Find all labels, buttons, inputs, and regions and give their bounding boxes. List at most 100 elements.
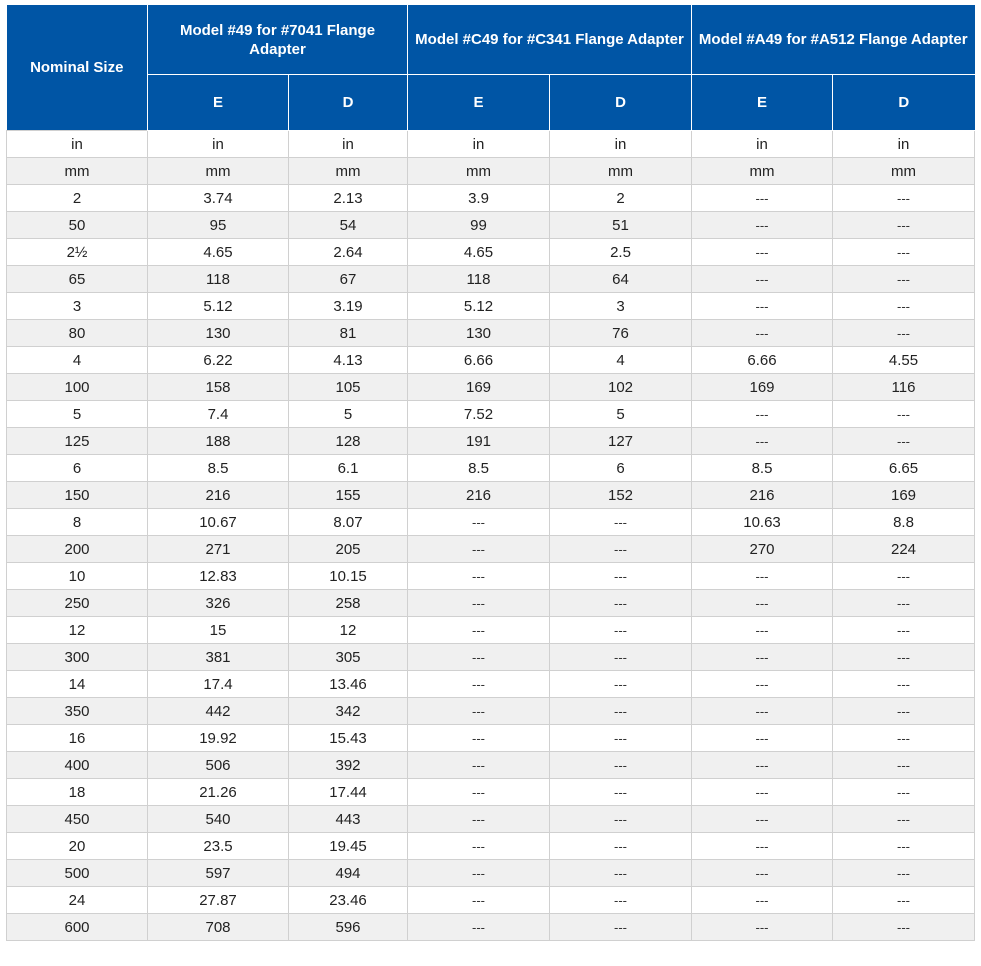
cell-model-c49-e: --- xyxy=(407,535,551,563)
cell-model-49-d: 6.1 xyxy=(287,454,409,482)
cell-model-49-e: 8.5 xyxy=(147,454,289,482)
cell-model-c49-d: --- xyxy=(549,589,693,617)
cell-model-a49-e: --- xyxy=(691,427,834,455)
cell-model-49-e: 158 xyxy=(147,373,289,401)
cell-nominal-size: 4 xyxy=(6,346,148,374)
table-row: 80 130 81 130 76 --- --- xyxy=(6,319,976,347)
cell-model-c49-e: 5.12 xyxy=(407,292,551,320)
cell-model-c49-e: --- xyxy=(407,697,551,725)
cell-model-c49-e: --- xyxy=(407,670,551,698)
cell-model-a49-d: --- xyxy=(832,778,976,806)
cell-model-a49-d: --- xyxy=(832,697,976,725)
cell-model-c49-e: 118 xyxy=(407,265,551,293)
cell-nominal-size: 18 xyxy=(6,778,148,806)
table-row: 10 12.83 10.15 --- --- --- --- xyxy=(6,562,976,590)
cell-nominal-size: 350 xyxy=(6,697,148,725)
cell-model-c49-d: --- xyxy=(549,616,693,644)
cell-model-49-d: 2.13 xyxy=(287,184,409,212)
cell-model-a49-d: --- xyxy=(832,616,976,644)
cell-model-a49-e: --- xyxy=(691,886,834,914)
cell-model-49-e: 10.67 xyxy=(147,508,289,536)
cell-model-c49-e: --- xyxy=(407,724,551,752)
cell-model-c49-d: 3 xyxy=(549,292,693,320)
cell-model-a49-d: --- xyxy=(832,913,976,941)
cell-nominal-size: 24 xyxy=(6,886,148,914)
cell-model-c49-d: --- xyxy=(549,724,693,752)
cell-model-c49-d: --- xyxy=(549,535,693,563)
cell-model-49-e: 5.12 xyxy=(147,292,289,320)
cell-model-a49-d: --- xyxy=(832,292,976,320)
cell-model-c49-e: 3.9 xyxy=(407,184,551,212)
header-model-49-e: E xyxy=(147,74,289,131)
cell-nominal-size: 400 xyxy=(6,751,148,779)
table-body: in in in in in in in mm mm mm mm mm mm mm 2 3.74 2.13 3.9… xyxy=(6,130,976,941)
cell-model-a49-d: --- xyxy=(832,832,976,860)
cell-model-a49-e: --- xyxy=(691,751,834,779)
table-row: 2½ 4.65 2.64 4.65 2.5 --- --- xyxy=(6,238,976,266)
cell-model-a49-d: --- xyxy=(832,805,976,833)
cell-model-49-e: 271 xyxy=(147,535,289,563)
cell-model-c49-d: --- xyxy=(549,562,693,590)
cell-model-c49-d: 5 xyxy=(549,400,693,428)
cell-model-49-d: 258 xyxy=(287,589,409,617)
cell-nominal-size: 300 xyxy=(6,643,148,671)
cell-model-c49-d: 51 xyxy=(549,211,693,239)
cell-model-49-d: 3.19 xyxy=(287,292,409,320)
cell-model-a49-d: in xyxy=(832,130,976,158)
cell-model-a49-e: --- xyxy=(691,670,834,698)
cell-model-a49-e: --- xyxy=(691,778,834,806)
table-row: 100 158 105 169 102 169 116 xyxy=(6,373,976,401)
table-row: 3 5.12 3.19 5.12 3 --- --- xyxy=(6,292,976,320)
table-row: 6 8.5 6.1 8.5 6 8.5 6.65 xyxy=(6,454,976,482)
cell-model-c49-d: 6 xyxy=(549,454,693,482)
table-row: 12 15 12 --- --- --- --- xyxy=(6,616,976,644)
header-model-49-d: D xyxy=(288,74,409,131)
cell-model-a49-d: --- xyxy=(832,643,976,671)
cell-model-a49-d: --- xyxy=(832,400,976,428)
cell-model-c49-e: in xyxy=(407,130,551,158)
cell-nominal-size: mm xyxy=(6,157,148,185)
cell-model-a49-d: --- xyxy=(832,859,976,887)
cell-model-49-d: 4.13 xyxy=(287,346,409,374)
cell-model-c49-d: --- xyxy=(549,508,693,536)
cell-model-c49-e: --- xyxy=(407,751,551,779)
table-row: mm mm mm mm mm mm mm xyxy=(6,157,976,185)
cell-model-c49-e: --- xyxy=(407,616,551,644)
cell-model-49-e: mm xyxy=(147,157,289,185)
cell-model-c49-d: --- xyxy=(549,670,693,698)
table-row: 65 118 67 118 64 --- --- xyxy=(6,265,976,293)
cell-model-c49-e: 99 xyxy=(407,211,551,239)
cell-model-49-d: 81 xyxy=(287,319,409,347)
cell-model-a49-d: 8.8 xyxy=(832,508,976,536)
cell-model-c49-e: --- xyxy=(407,643,551,671)
header-group-model-c49: Model #C49 for #C341 Flange Adapter xyxy=(407,5,693,75)
cell-model-c49-e: --- xyxy=(407,832,551,860)
cell-model-a49-d: 6.65 xyxy=(832,454,976,482)
cell-model-49-e: 17.4 xyxy=(147,670,289,698)
cell-model-a49-e: --- xyxy=(691,292,834,320)
table-header: Nominal Size Model #49 for #7041 Flange … xyxy=(6,5,975,131)
cell-nominal-size: 100 xyxy=(6,373,148,401)
cell-model-c49-d: 102 xyxy=(549,373,693,401)
cell-model-a49-e: --- xyxy=(691,265,834,293)
table-row: 600 708 596 --- --- --- --- xyxy=(6,913,976,941)
table-row: 16 19.92 15.43 --- --- --- --- xyxy=(6,724,976,752)
table-row: 450 540 443 --- --- --- --- xyxy=(6,805,976,833)
cell-model-49-e: 381 xyxy=(147,643,289,671)
cell-model-c49-e: mm xyxy=(407,157,551,185)
cell-model-49-d: 105 xyxy=(287,373,409,401)
cell-model-49-d: 2.64 xyxy=(287,238,409,266)
cell-model-a49-d: --- xyxy=(832,319,976,347)
cell-model-a49-e: --- xyxy=(691,211,834,239)
cell-model-c49-e: 130 xyxy=(407,319,551,347)
cell-nominal-size: 450 xyxy=(6,805,148,833)
table-row: 300 381 305 --- --- --- --- xyxy=(6,643,976,671)
cell-model-a49-d: mm xyxy=(832,157,976,185)
cell-model-c49-e: 4.65 xyxy=(407,238,551,266)
table-row: 150 216 155 216 152 216 169 xyxy=(6,481,976,509)
cell-model-49-e: 21.26 xyxy=(147,778,289,806)
cell-model-c49-e: --- xyxy=(407,805,551,833)
cell-model-49-e: 15 xyxy=(147,616,289,644)
cell-nominal-size: in xyxy=(6,130,148,158)
cell-nominal-size: 125 xyxy=(6,427,148,455)
